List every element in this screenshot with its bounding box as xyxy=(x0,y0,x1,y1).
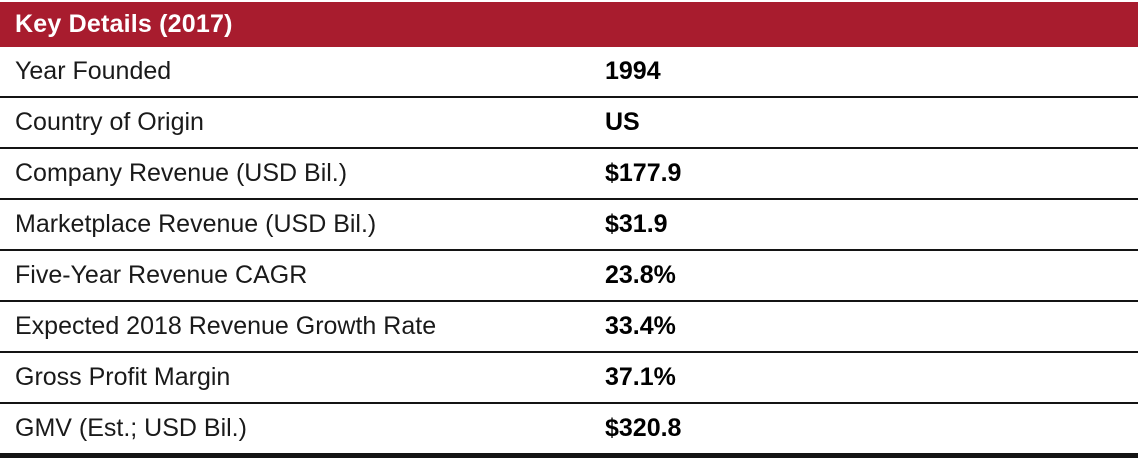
table-row: Expected 2018 Revenue Growth Rate 33.4% xyxy=(0,302,1138,353)
row-label: Expected 2018 Revenue Growth Rate xyxy=(15,312,437,340)
row-label: Gross Profit Margin xyxy=(15,363,231,391)
row-label: GMV (Est.; USD Bil.) xyxy=(15,414,247,442)
table-row: Year Founded 1994 xyxy=(0,47,1138,98)
row-value: 23.8% xyxy=(605,261,676,289)
row-label: Year Founded xyxy=(15,57,172,85)
row-label: Marketplace Revenue (USD Bil.) xyxy=(15,210,377,238)
row-label: Country of Origin xyxy=(15,108,204,136)
row-value: $320.8 xyxy=(605,414,682,442)
row-value: 1994 xyxy=(605,57,661,85)
table-header-band: Key Details (2017) xyxy=(0,2,1138,47)
table-row: Gross Profit Margin 37.1% xyxy=(0,353,1138,404)
row-label: Five-Year Revenue CAGR xyxy=(15,261,308,289)
row-value: $177.9 xyxy=(605,159,682,187)
key-details-table: Key Details (2017) Year Founded 1994 Cou… xyxy=(0,2,1138,458)
row-value: $31.9 xyxy=(605,210,668,238)
row-label: Company Revenue (USD Bil.) xyxy=(15,159,348,187)
row-value: 37.1% xyxy=(605,363,676,391)
row-value: 33.4% xyxy=(605,312,676,340)
table-row: Five-Year Revenue CAGR 23.8% xyxy=(0,251,1138,302)
table-title: Key Details (2017) xyxy=(15,10,233,38)
table-row: Country of Origin US xyxy=(0,98,1138,149)
table-row: Company Revenue (USD Bil.) $177.9 xyxy=(0,149,1138,200)
row-value: US xyxy=(605,108,640,136)
table-row: GMV (Est.; USD Bil.) $320.8 xyxy=(0,404,1138,453)
table-row: Marketplace Revenue (USD Bil.) $31.9 xyxy=(0,200,1138,251)
